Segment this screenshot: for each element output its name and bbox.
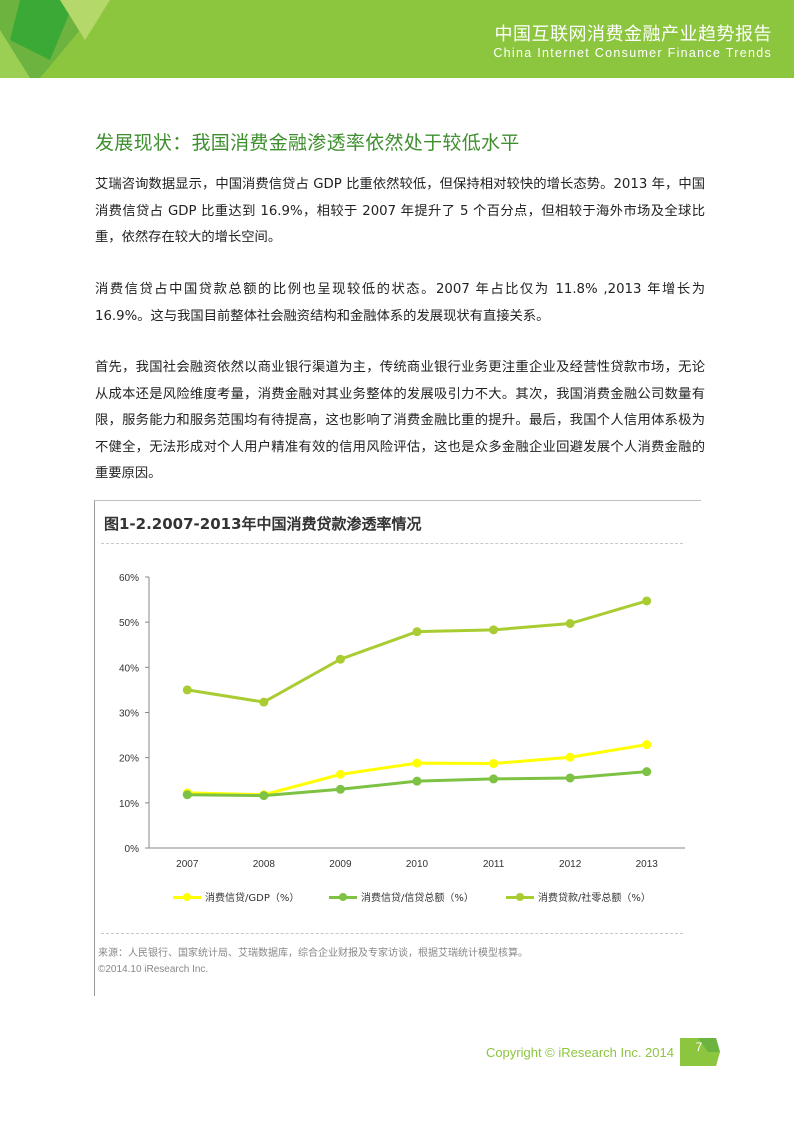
x-tick-label: 2007 (176, 859, 199, 870)
chart-legend: 消费信贷/GDP（%） 消费信贷/信贷总额（%） 消费贷款/社零总额（%） (173, 889, 673, 909)
x-tick-label: 2008 (253, 859, 276, 870)
x-tick-label: 2012 (559, 859, 582, 870)
data-point (412, 776, 422, 786)
data-point (182, 685, 192, 695)
data-point (182, 790, 192, 800)
paragraph-2: 消费信贷占中国贷款总额的比例也呈现较低的状态。2007 年占比仅为 11.8% … (95, 282, 705, 324)
y-tick-label: 0% (125, 844, 140, 855)
y-tick-label: 50% (119, 618, 139, 629)
data-point (259, 791, 269, 801)
page-number: 7 (695, 1040, 703, 1054)
data-point (489, 759, 499, 769)
data-point (489, 625, 499, 635)
y-tick-label: 60% (119, 573, 139, 584)
x-tick-label: 2010 (406, 859, 429, 870)
data-point (412, 627, 422, 637)
chart-title: 图1-2.2007-2013年中国消费贷款渗透率情况 (104, 515, 422, 533)
legend-item-1: 消费信贷/GDP（%） (173, 889, 299, 904)
header-subtitle: China Internet Consumer Finance Trends (493, 46, 772, 60)
data-point (642, 596, 652, 606)
chart-title-divider (101, 543, 683, 544)
data-point (335, 769, 345, 779)
x-tick-label: 2009 (329, 859, 352, 870)
data-point (642, 740, 652, 750)
data-point (335, 784, 345, 794)
series-line-3 (187, 599, 648, 704)
legend-label: 消费信贷/信贷总额（%） (361, 893, 474, 904)
data-point (259, 697, 269, 707)
section-title: 发展现状：我国消费金融渗透率依然处于较低水平 (95, 132, 520, 154)
paragraph-3: 首先，我国社会融资依然以商业银行渠道为主，传统商业银行业务更注重企业及经营性贷款… (95, 360, 705, 481)
y-tick-label: 40% (119, 663, 139, 674)
data-point (565, 773, 575, 783)
legend-item-3: 消费贷款/社零总额（%） (506, 889, 651, 904)
legend-item-2: 消费信贷/信贷总额（%） (329, 889, 474, 904)
line-chart: 0% 10% 20% 30% 40% 50% 60% 2007 2008 2009 2010 2011… (119, 573, 685, 870)
y-tick-label: 10% (119, 799, 139, 810)
data-point (642, 767, 652, 777)
x-tick-label: 2013 (636, 859, 659, 870)
x-tick-label: 2011 (483, 859, 505, 870)
series-line-1 (187, 743, 647, 797)
footer-copyright: Copyright © iResearch Inc. 2014 (485, 1045, 674, 1060)
page-number-badge (680, 1038, 720, 1066)
data-point (335, 654, 345, 664)
legend-label: 消费贷款/社零总额（%） (538, 893, 651, 904)
legend-label: 消费信贷/GDP（%） (205, 893, 300, 904)
data-point (489, 774, 499, 784)
header-title: 中国互联网消费金融产业趋势报告 (494, 24, 772, 45)
header-logo-graphic (0, 0, 110, 78)
legend-swatch (329, 890, 357, 904)
source-divider (101, 933, 683, 934)
legend-swatch (506, 890, 534, 904)
y-tick-label: 20% (119, 754, 139, 765)
legend-swatch (173, 890, 201, 904)
page-header: 中国互联网消费金融产业趋势报告 China Internet Consumer … (0, 0, 794, 78)
data-point (565, 752, 575, 762)
y-tick-label: 30% (119, 709, 139, 720)
paragraph-1: 艾瑞咨询数据显示，中国消费信贷占 GDP 比重依然较低，但保持相对较快的增长态势… (95, 177, 705, 245)
chart-copyright: ©2014.10 iResearch Inc. (98, 964, 209, 975)
chart-source: 来源：人民银行、国家统计局、艾瑞数据库，综合企业财报及专家访谈，根据艾瑞统计模型… (98, 948, 528, 959)
chart-panel: 图1-2.2007-2013年中国消费贷款渗透率情况 0% 10% 20% 30% 40… (94, 500, 701, 996)
data-point (412, 758, 422, 768)
data-point (565, 619, 575, 629)
